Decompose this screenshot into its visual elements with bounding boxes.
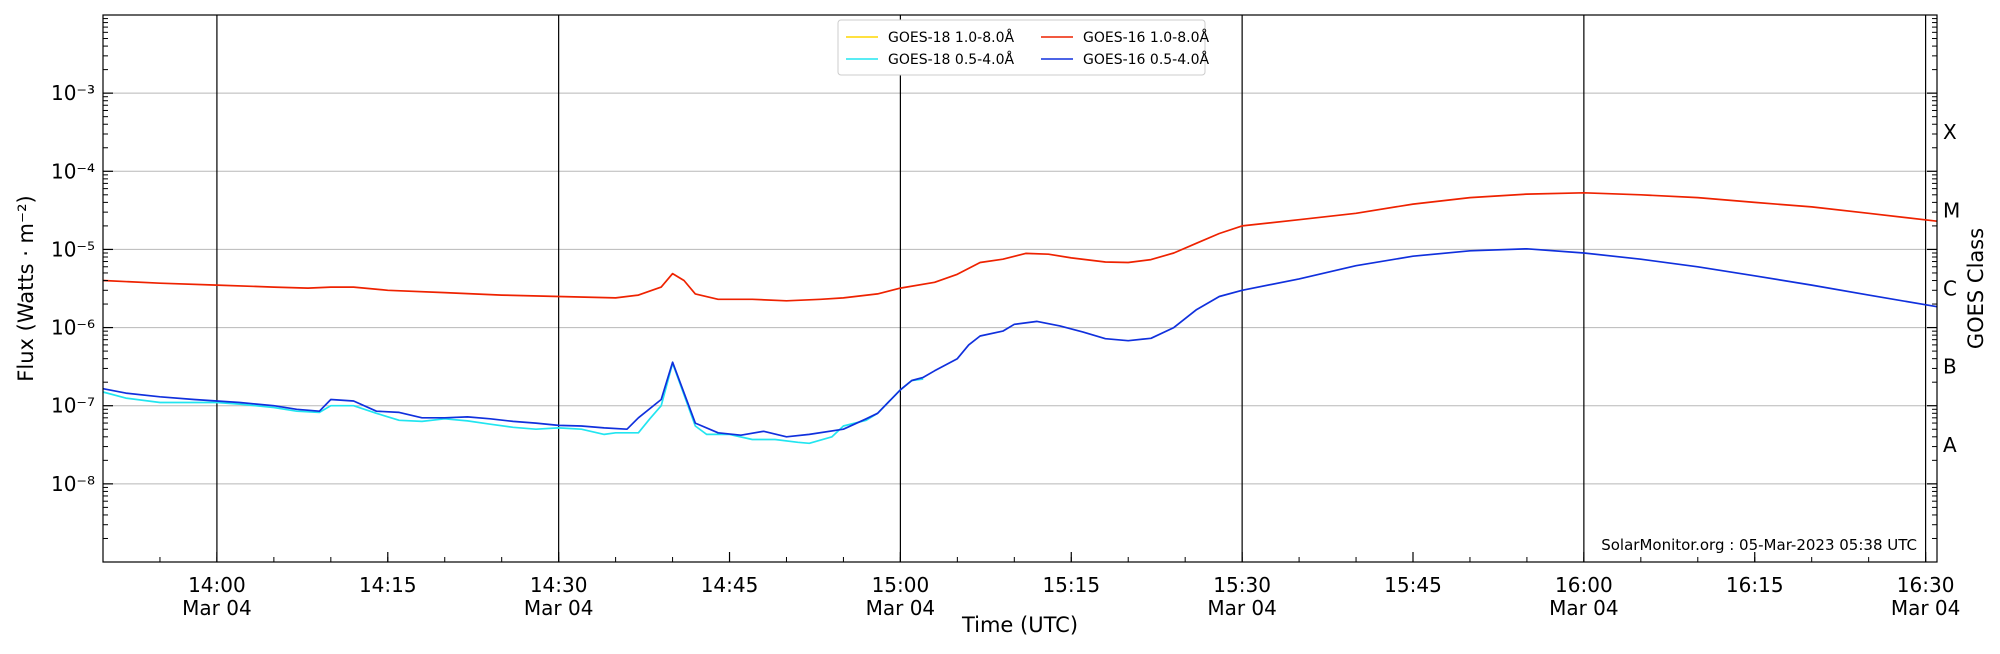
series-line-2 bbox=[102, 191, 1938, 302]
x-tick-date-label: Mar 04 bbox=[182, 596, 252, 620]
legend-label-0: GOES-18 1.0-8.0Å bbox=[888, 29, 1014, 46]
credit-text: SolarMonitor.org : 05-Mar-2023 05:38 UTC bbox=[1601, 536, 1917, 554]
plot-frame bbox=[102, 14, 1938, 563]
y-tick-label: 10⁻⁴ bbox=[51, 159, 95, 183]
x-tick-time-label: 14:30 bbox=[530, 573, 588, 597]
x-tick-time-label: 14:15 bbox=[359, 573, 417, 597]
tick-layer bbox=[102, 18, 1937, 562]
goes-class-labels: A B C M X bbox=[1943, 120, 1960, 457]
goes-class-label: A bbox=[1943, 433, 1957, 457]
series-line-1 bbox=[102, 362, 924, 445]
legend: GOES-18 1.0-8.0Å GOES-18 0.5-4.0Å GOES-16 … bbox=[837, 19, 1209, 76]
y-tick-label: 10⁻⁷ bbox=[51, 394, 95, 418]
y-tick-label: 10⁻⁸ bbox=[51, 472, 95, 496]
x-tick-time-label: 14:00 bbox=[188, 573, 246, 597]
x-tick-date-label: Mar 04 bbox=[1207, 596, 1277, 620]
x-tick-date-label: Mar 04 bbox=[866, 596, 936, 620]
x-tick-time-label: 16:15 bbox=[1726, 573, 1784, 597]
x-tick-time-label: 15:45 bbox=[1384, 573, 1442, 597]
series-line-3 bbox=[102, 247, 1938, 438]
x-axis-label: Time (UTC) bbox=[961, 613, 1078, 637]
y-tick-label: 10⁻³ bbox=[51, 81, 95, 105]
y-tick-labels: 10⁻⁸ 10⁻⁷ 10⁻⁶ 10⁻⁵ 10⁻⁴ 10⁻³ bbox=[51, 81, 95, 496]
goes-class-label: M bbox=[1943, 198, 1960, 222]
legend-label-2: GOES-16 1.0-8.0Å bbox=[1083, 29, 1209, 46]
grid-layer bbox=[103, 92, 1937, 485]
goes-class-label: B bbox=[1943, 355, 1957, 379]
legend-items: GOES-18 1.0-8.0Å GOES-18 0.5-4.0Å GOES-16 … bbox=[846, 29, 1209, 68]
vertical-lines-layer bbox=[216, 15, 1927, 562]
legend-box bbox=[837, 19, 1206, 76]
x-tick-date-label: Mar 04 bbox=[524, 596, 594, 620]
legend-label-1: GOES-18 0.5-4.0Å bbox=[888, 51, 1014, 68]
y-axis-label: Flux (Watts · m⁻²) bbox=[14, 195, 38, 381]
x-tick-time-label: 16:00 bbox=[1555, 573, 1613, 597]
goes-class-label: X bbox=[1943, 120, 1957, 144]
goes-class-label: C bbox=[1943, 277, 1957, 301]
x-tick-time-label: 14:45 bbox=[701, 573, 759, 597]
x-tick-time-label: 15:30 bbox=[1213, 573, 1271, 597]
y-tick-label: 10⁻⁶ bbox=[51, 316, 95, 340]
y-tick-label: 10⁻⁵ bbox=[51, 237, 95, 261]
x-tick-time-label: 15:15 bbox=[1042, 573, 1100, 597]
legend-label-3: GOES-16 0.5-4.0Å bbox=[1083, 51, 1209, 68]
series-layer bbox=[102, 191, 1938, 445]
goes-class-axis-label: GOES Class bbox=[1964, 228, 1988, 349]
x-tick-date-label: Mar 04 bbox=[1891, 596, 1961, 620]
x-tick-time-label: 16:30 bbox=[1897, 573, 1955, 597]
x-tick-date-label: Mar 04 bbox=[1549, 596, 1619, 620]
x-tick-time-label: 15:00 bbox=[872, 573, 930, 597]
